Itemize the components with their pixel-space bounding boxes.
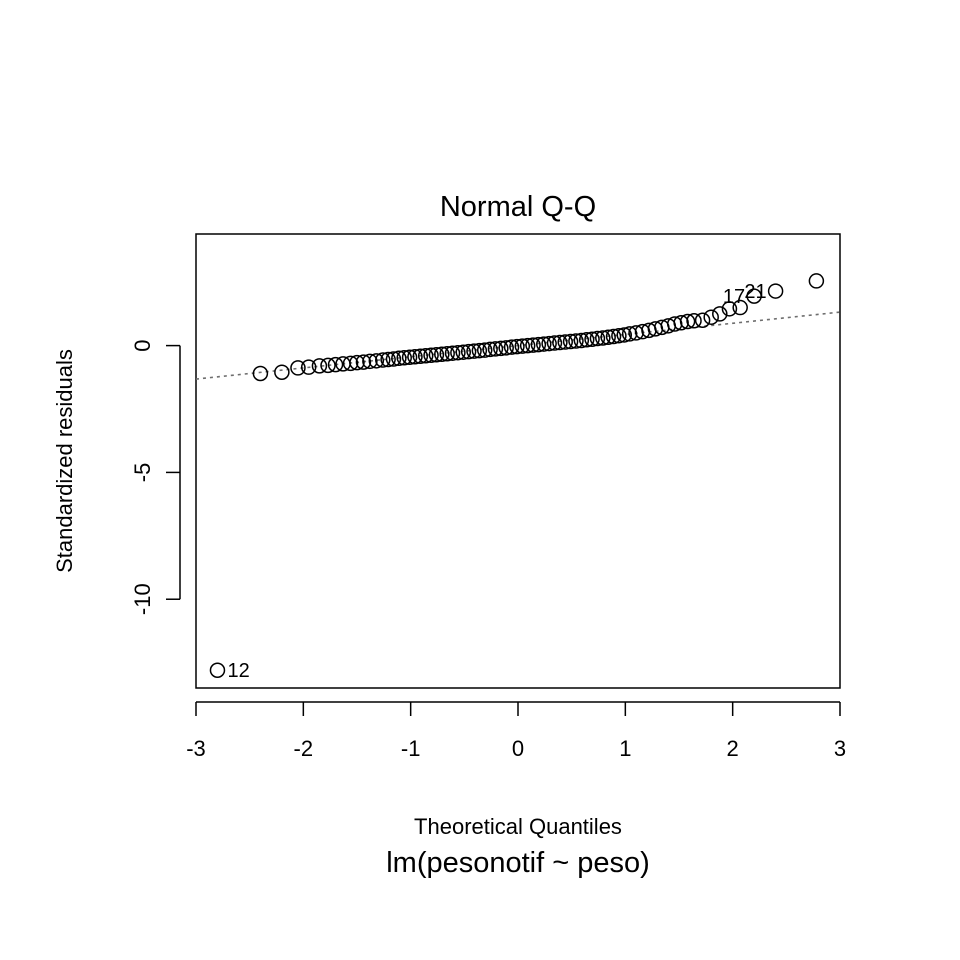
qq-point [611, 327, 627, 344]
y-tick-label: -5 [130, 463, 155, 483]
qq-point [541, 335, 557, 352]
qq-point [552, 334, 568, 351]
qq-point [375, 352, 391, 368]
qq-point [605, 328, 622, 345]
qq-point [455, 344, 472, 360]
qq-point [673, 315, 689, 331]
chart-title: Normal Q-Q [440, 191, 596, 223]
y-axis: 0 -5 -10 [130, 339, 181, 615]
qq-point [487, 341, 504, 357]
qq-point [595, 330, 611, 346]
qq-point [362, 353, 378, 370]
qq-point [290, 360, 306, 376]
qq-point [503, 339, 520, 355]
qq-point [530, 336, 547, 353]
qq-point [320, 357, 336, 374]
x-tick-label: 0 [512, 736, 524, 761]
model-subtitle: lm(pesonotif ~ peso) [386, 847, 650, 879]
qq-point [767, 283, 784, 299]
x-tick-label: 2 [727, 736, 739, 761]
qq-point [732, 299, 748, 316]
qq-point [746, 288, 762, 304]
qq-point [300, 359, 317, 375]
qq-point [712, 306, 728, 322]
qq-point [557, 334, 573, 350]
qq-point [380, 351, 396, 368]
point-outlier-label: 12 [227, 660, 249, 682]
qq-point [471, 342, 488, 359]
qq-point [327, 356, 344, 373]
qq-point [355, 354, 372, 370]
qq-point [514, 338, 531, 354]
x-tick-label: -3 [186, 736, 206, 761]
qq-point [450, 344, 466, 361]
qq-point [428, 346, 445, 363]
x-axis: -3 -2 -1 0 1 2 3 [186, 701, 846, 761]
y-tick-label: -10 [130, 583, 155, 615]
x-tick-label: -1 [401, 736, 421, 761]
qq-point [686, 312, 702, 329]
qq-point [407, 349, 423, 365]
qq-point [368, 353, 385, 369]
qq-point [396, 350, 412, 366]
qq-point [519, 337, 536, 354]
qq-point [482, 341, 498, 358]
plot-frame [195, 233, 841, 689]
x-tick-label: 1 [619, 736, 631, 761]
qq-point [568, 333, 584, 349]
qq-point [694, 312, 711, 328]
points-layer: 12 17 21 [209, 273, 825, 682]
y-tick-label: 0 [130, 339, 155, 351]
qq-point [417, 347, 434, 364]
qq-point [498, 340, 514, 356]
qq-point [584, 331, 600, 348]
qq-point [439, 345, 455, 362]
qq-point [536, 336, 552, 352]
qq-point [252, 365, 269, 382]
x-tick-label: 3 [834, 736, 846, 761]
point-outlier-label: 17 [723, 286, 745, 308]
qq-point [578, 332, 595, 348]
y-axis-label: Standardized residuals [52, 349, 77, 573]
qq-point [808, 273, 825, 289]
qq-point [600, 329, 616, 345]
x-axis-label: Theoretical Quantiles [414, 814, 622, 839]
qq-point [525, 337, 541, 353]
qq-point [460, 343, 477, 360]
qq-point [342, 355, 359, 372]
qq-point [434, 346, 450, 362]
point-outlier-label: 21 [744, 281, 766, 303]
qq-point [209, 662, 226, 678]
qq-point [401, 349, 418, 366]
qq-point [423, 347, 439, 363]
qq-point [444, 345, 461, 361]
qq-point [476, 342, 493, 358]
qq-point [412, 348, 429, 365]
qq-point [703, 309, 719, 325]
qq-point [274, 364, 290, 380]
qq-point [573, 332, 590, 349]
qq-point [493, 340, 509, 357]
qq-point [679, 313, 696, 330]
qq-point [721, 301, 738, 317]
qq-point [385, 351, 402, 367]
qq-point [466, 343, 482, 359]
qq-point [391, 350, 407, 367]
qq-point [616, 327, 633, 343]
qq-point [546, 335, 563, 351]
x-tick-label: -2 [294, 736, 314, 761]
qq-point [589, 330, 606, 347]
qq-point [349, 354, 365, 371]
qq-point [509, 338, 525, 355]
qq-point [562, 333, 579, 350]
qq-point [311, 358, 328, 374]
